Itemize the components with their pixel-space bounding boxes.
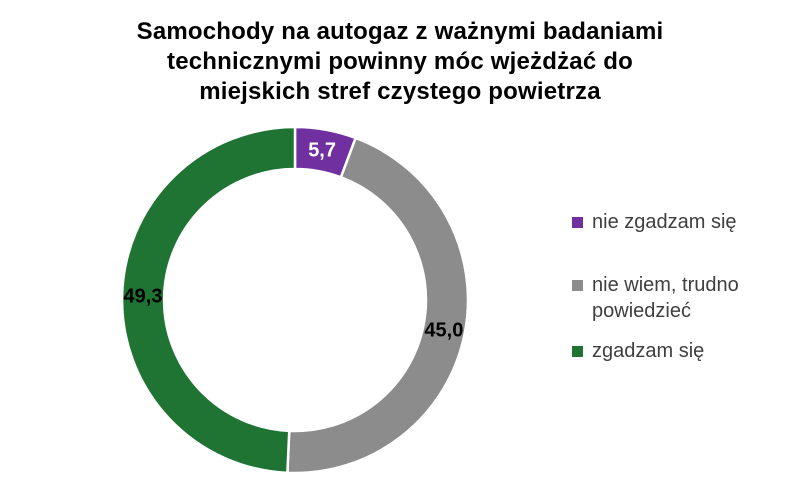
chart-title-line-1: Samochody na autogaz z ważnymi badaniami: [136, 18, 664, 45]
legend-label: zgadzam się: [592, 340, 705, 362]
legend-item-nie-wiem: nie wiem, trudno powiedzieć: [572, 272, 782, 324]
donut-slice-value-label: 49,3: [124, 286, 163, 308]
legend-item-zgadzam-sie: zgadzam się: [572, 338, 704, 364]
chart-title: Samochody na autogaz z ważnymi badaniami…: [0, 17, 800, 107]
legend-swatch-icon: [572, 280, 583, 291]
legend-item-nie-zgadzam-sie: nie zgadzam się: [572, 209, 737, 235]
donut-slice-value-label: 45,0: [424, 319, 463, 341]
chart-title-line-3: miejskich stref czystego powietrza: [199, 78, 601, 105]
legend-label: nie wiem, trudno powiedzieć: [592, 274, 739, 322]
chart-title-line-2: technicznymi powinny móc wjeżdżać do: [167, 48, 633, 75]
donut-slice: [286, 136, 470, 475]
donut-slice-value-label: 5,7: [308, 139, 336, 161]
donut-slice: [120, 125, 297, 475]
legend-swatch-icon: [572, 217, 583, 228]
legend-label: nie zgadzam się: [592, 211, 737, 233]
legend-swatch-icon: [572, 346, 583, 357]
